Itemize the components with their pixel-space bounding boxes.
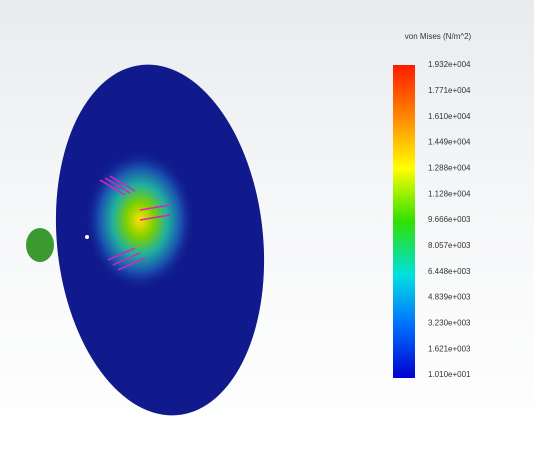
legend-label: 1.288e+004 bbox=[428, 163, 471, 172]
color-bar bbox=[393, 65, 415, 378]
legend-label: 8.057e+003 bbox=[428, 241, 471, 250]
mount bbox=[26, 228, 54, 262]
legend-label: 4.839e+003 bbox=[428, 293, 471, 302]
legend-label: 1.771e+004 bbox=[428, 86, 471, 95]
legend-label: 1.449e+004 bbox=[428, 138, 471, 147]
legend-title: von Mises (N/m^2) bbox=[405, 32, 472, 41]
legend-label: 9.666e+003 bbox=[428, 215, 471, 224]
legend-label: 3.230e+003 bbox=[428, 318, 471, 327]
legend-label: 1.128e+004 bbox=[428, 189, 471, 198]
legend-label: 1.010e+001 bbox=[428, 370, 471, 379]
origin bbox=[85, 235, 89, 239]
legend-label: 1.932e+004 bbox=[428, 60, 471, 69]
viewport: von Mises (N/m^2) 1.932e+004 1.771e+004 1.… bbox=[0, 0, 534, 458]
legend-label: 1.610e+004 bbox=[428, 112, 471, 121]
legend-label: 1.621e+003 bbox=[428, 344, 471, 353]
legend-label: 6.448e+003 bbox=[428, 267, 471, 276]
